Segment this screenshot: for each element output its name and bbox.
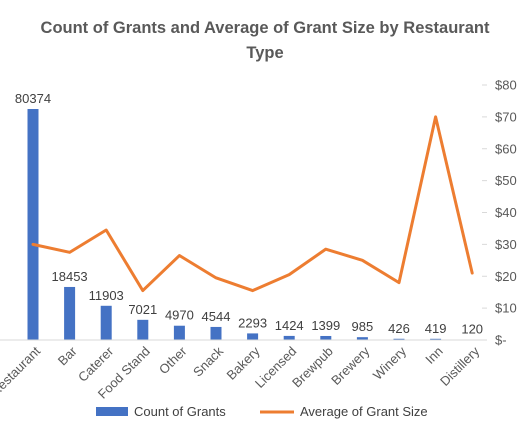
right-tick-label-60: $60 [495,141,517,156]
bar-label-bakery: 2293 [238,315,267,330]
bar-bar [64,286,76,340]
x-category-brewery: Brewery [328,343,373,388]
bar-label-brewpub: 1399 [311,318,340,333]
bar-brewery [356,337,368,340]
bar-inn [430,338,442,340]
bar-label-snack: 4544 [202,309,231,324]
bar-bakery [247,333,259,340]
bar-label-other: 4970 [165,308,194,323]
bar-label-licensed: 1424 [275,318,304,333]
bar-label-winery: 426 [388,321,410,336]
right-tick-label-10: $10 [495,301,517,316]
right-tick-label-0: $- [495,333,507,348]
x-category-inn: Inn [422,344,445,367]
bar-label-caterer: 11903 [89,288,124,303]
legend: Count of Grants Average of Grant Size [96,404,428,419]
chart-title-line-2: Type [246,44,283,62]
legend-label-average-grant-size: Average of Grant Size [300,404,428,419]
right-tick-label-70: $70 [495,109,517,124]
bar-snack [210,326,222,340]
bar-label-inn: 419 [425,321,447,336]
x-category-distillery: Distillery [437,343,483,389]
bar-restaurant [27,109,39,340]
x-category-brewpub: Brewpub [289,344,336,391]
right-tick-label-20: $20 [495,269,517,284]
bar-caterer [100,305,112,340]
x-category-winery: Winery [370,343,410,383]
legend-label-count-of-grants: Count of Grants [134,404,226,419]
right-tick-label-80: $80 [495,78,517,93]
bar-label-restaurant: 80374 [15,91,51,106]
x-category-restaurant: Restaurant [0,343,43,399]
bar-brewpub [320,335,332,340]
x-category-bar: Bar [55,343,80,368]
line-series-average-grant-size [31,115,474,293]
bar-label-brewery: 985 [352,319,374,334]
bar-label-food-stand: 7021 [128,302,157,317]
bar-winery [393,338,405,340]
x-category-other: Other [156,343,190,377]
right-tick-label-50: $50 [495,173,517,188]
bar-label-bar: 18453 [52,269,88,284]
bar-label-distillery: 120 [461,322,483,337]
bar-licensed [283,335,295,340]
chart-title-line-1: Count of Grants and Average of Grant Siz… [41,19,490,37]
legend-swatch-count-of-grants [96,407,128,416]
average-grant-size-line [31,115,474,293]
right-y-axis: $- $10 $20 $30 $40 $50 $60 $70 $80 [482,78,517,348]
x-category-snack: Snack [190,343,227,380]
bar-series-count-of-grants [27,109,478,340]
bar-food-stand [137,319,149,340]
right-tick-label-40: $40 [495,205,517,220]
right-tick-label-30: $30 [495,237,517,252]
bar-other [173,325,185,340]
